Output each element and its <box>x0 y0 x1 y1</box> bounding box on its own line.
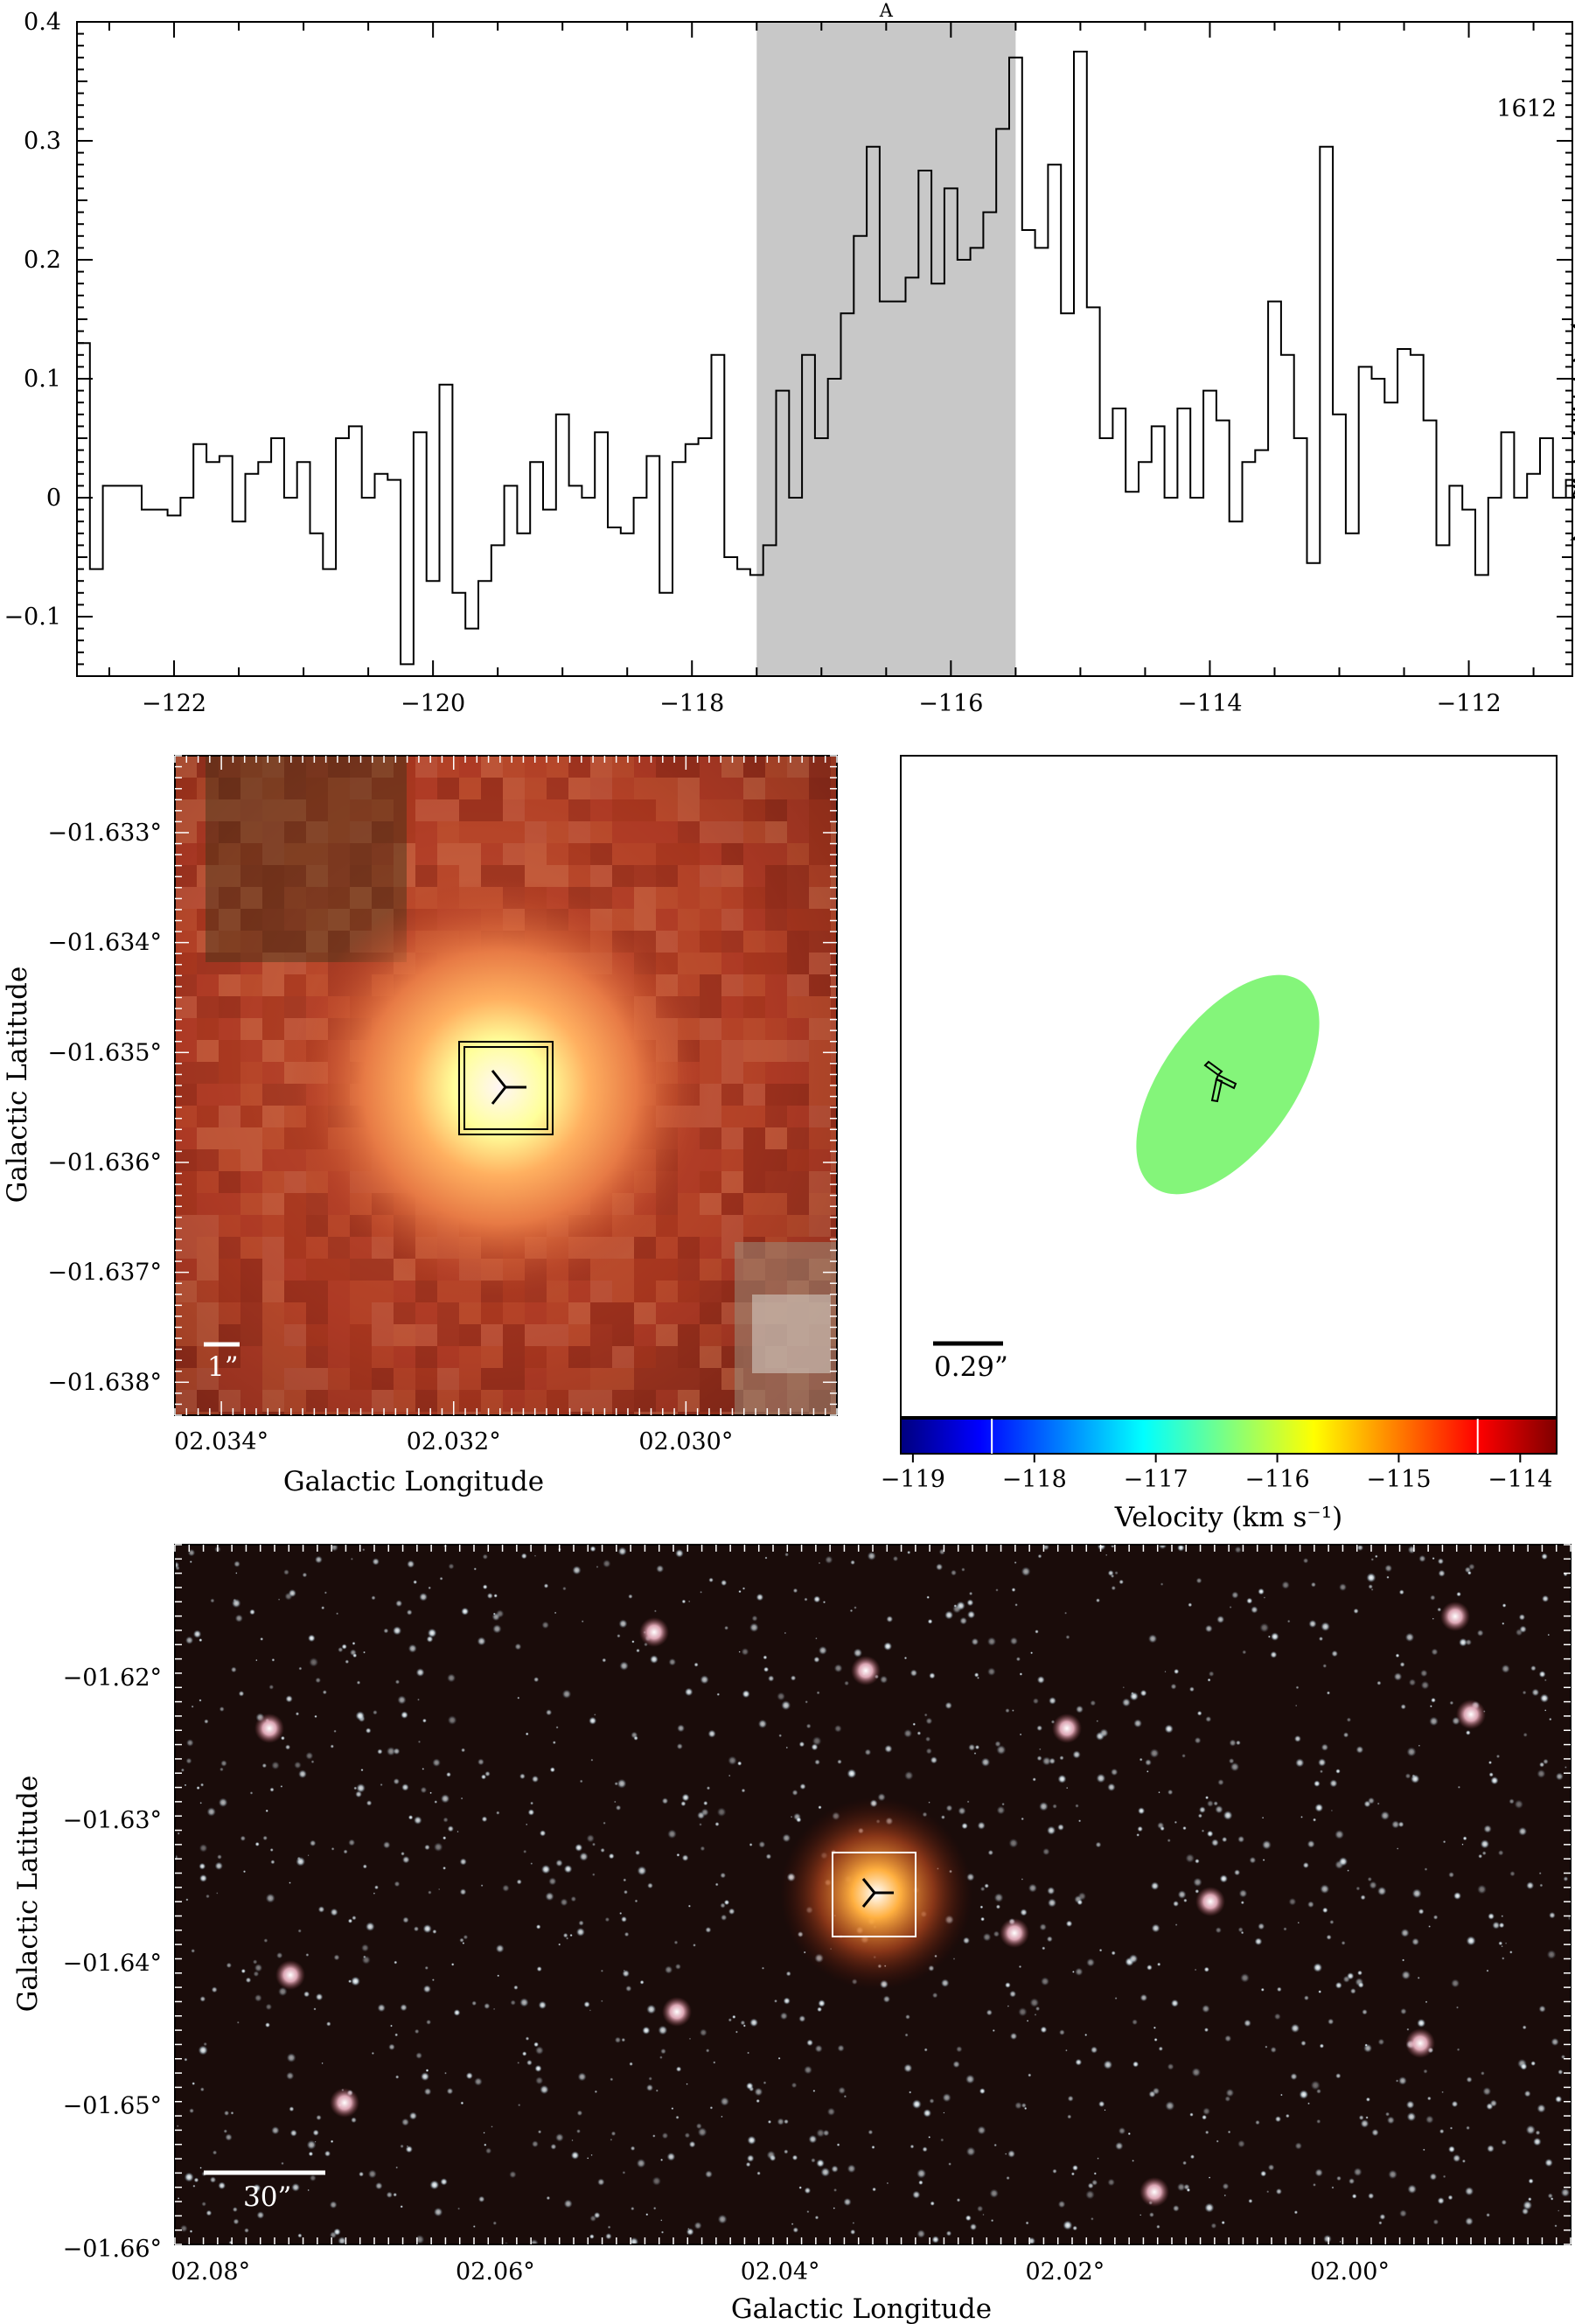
spectrum-id-label: 1612 <box>1496 95 1557 122</box>
target-box-inner <box>463 1046 548 1130</box>
wide-x-tick-label: 02.02° <box>1025 2258 1105 2286</box>
zoom-y-axis-title: Galactic Latitude <box>2 967 33 1204</box>
zoom-y-tick-label: −01.636° <box>47 1149 162 1176</box>
spectrum-y-tick-label: −0.1 <box>3 604 61 631</box>
wide-y-tick-label: −01.64° <box>63 1950 162 1977</box>
wide-y-tick-label: −01.65° <box>63 2093 162 2120</box>
wide-y-tick-label: −01.66° <box>63 2236 162 2263</box>
zoom-y-tick-label: −01.633° <box>47 820 162 847</box>
spectrum-x-tick-label: −120 <box>401 690 465 717</box>
spectrum-step-line <box>77 51 1575 666</box>
wide-y-axis-title: Galactic Latitude <box>12 1776 44 2013</box>
zoom-image <box>175 756 837 1415</box>
zoom-x-tick-label: 02.030° <box>638 1428 733 1455</box>
velocity-map-panel: 0.29” −119 −118 −117 −116 −115 −114 Velocity … <box>881 755 1558 1533</box>
zoom-x-tick-label: 02.032° <box>407 1428 501 1455</box>
velocity-scale-label: 0.29” <box>934 1351 1008 1383</box>
zoom-y-tick-label: −01.637° <box>47 1260 162 1287</box>
spectrum-x-tick-label: −116 <box>918 690 983 717</box>
spectrum-x-tick-label: −118 <box>659 690 724 717</box>
spectrum-x-tick-label: −114 <box>1177 690 1242 717</box>
target-box-outer <box>458 1041 554 1135</box>
spectrum-frame <box>76 21 1573 677</box>
colorbar-tick-label: −114 <box>1488 1466 1552 1493</box>
spectrum-y-tick-label: 0.3 <box>24 128 61 155</box>
spectrum-x-axis: −122 −120 −118 −116 −114 −112 <box>108 22 1535 717</box>
wide-y-tick-label: −01.62° <box>63 1664 162 1692</box>
target-marker-icon <box>491 1070 526 1105</box>
wide-x-axis-title: Galactic Longitude <box>731 2293 992 2324</box>
colorbar-tick-label: −118 <box>1002 1466 1067 1493</box>
colorbar-tick-label: −115 <box>1366 1466 1431 1493</box>
wide-x-tick-label: 02.08° <box>171 2258 250 2286</box>
velocity-colorbar <box>900 1418 1558 1455</box>
highlight-label: A <box>879 0 894 21</box>
zoom-y-tick-label: −01.635° <box>47 1039 162 1066</box>
velocity-target-marker-icon <box>1203 1060 1237 1103</box>
wide-x-tick-label: 02.00° <box>1310 2258 1390 2286</box>
wide-axis-ticks: 02.08° 02.06° 02.04° 02.02° 02.00° −01.62° −01… <box>63 1544 1572 2286</box>
zoom-axis-ticks: 02.034° 02.032° 02.030° −01.633° −01.634° −01… <box>47 755 838 1455</box>
spectrum-y-tick-label: 0 <box>46 485 61 512</box>
spectrum-x-tick-label: −122 <box>142 690 206 717</box>
wide-y-tick-label: −01.63° <box>63 1807 162 1834</box>
spectrum-y-tick-label: 0.1 <box>24 366 61 393</box>
colorbar-tick-label: −119 <box>881 1466 945 1493</box>
colorbar-axis: −119 −118 −117 −116 −115 −114 <box>881 1419 1552 1493</box>
wide-target-marker-icon <box>861 1878 894 1908</box>
spectrum-x-tick-label: −112 <box>1436 690 1501 717</box>
zoom-y-tick-label: −01.634° <box>47 930 162 957</box>
wide-image-panel: 02.08° 02.06° 02.04° 02.02° 02.00° −01.62° −01… <box>12 1544 1572 2324</box>
colorbar-tick-label: −116 <box>1244 1466 1309 1493</box>
wide-x-tick-label: 02.06° <box>456 2258 535 2286</box>
wide-x-tick-label: 02.04° <box>741 2258 820 2286</box>
zoom-y-tick-label: −01.638° <box>47 1369 162 1396</box>
spectrum-panel: A −122 −120 −118 −116 −114 −112 −0.1 0 0.1 0.2 0.… <box>3 0 1575 717</box>
spectrum-y-tick-label: 0.2 <box>24 247 61 274</box>
spectrum-y-axis: −0.1 0 0.1 0.2 0.3 0.4 <box>3 9 1572 666</box>
velocity-range-highlight <box>756 22 1016 676</box>
zoom-image-panel: 02.034° 02.032° 02.030° −01.633° −01.634° −01… <box>2 755 838 1497</box>
zoom-x-tick-label: 02.034° <box>174 1428 268 1455</box>
zoom-scale-label: 1” <box>207 1351 239 1383</box>
zoom-x-axis-title: Galactic Longitude <box>283 1466 544 1497</box>
spectrum-y-tick-label: 0.4 <box>24 9 61 36</box>
colorbar-axis-title: Velocity (km s⁻¹) <box>1114 1502 1343 1533</box>
wide-scale-label: 30” <box>243 2181 291 2213</box>
colorbar-tick-label: −117 <box>1124 1466 1188 1493</box>
wide-target-box <box>832 1852 916 1937</box>
